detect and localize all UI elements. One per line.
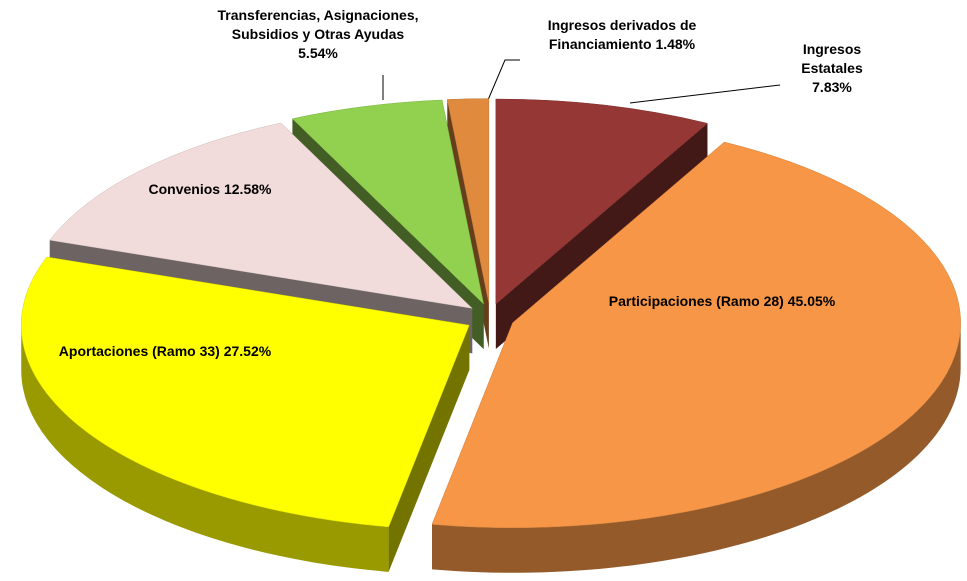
- leader-line: [629, 84, 781, 104]
- slice-name: Participaciones (Ramo 28): [608, 293, 784, 309]
- slice-label: Ingresos Estatales 7.83%: [785, 40, 880, 97]
- slice-label: Participaciones (Ramo 28) 45.05%: [587, 292, 857, 311]
- slice-value: 45.05%: [787, 293, 836, 309]
- slice-value: 1.48%: [655, 36, 696, 52]
- slice-value: 12.58%: [223, 181, 272, 197]
- slice: [21, 256, 470, 528]
- slice-label: Transferencias, Asignaciones, Subsidios …: [212, 6, 424, 63]
- slice-value: 27.52%: [223, 343, 272, 359]
- slice-wall: [432, 322, 961, 573]
- slice-name: Aportaciones (Ramo 33): [58, 343, 220, 359]
- slice: [446, 98, 490, 304]
- slice-name: Convenios: [148, 181, 221, 197]
- leader-lines: [382, 59, 781, 104]
- slice-label: Convenios 12.58%: [95, 180, 325, 199]
- slice-side: [388, 325, 470, 572]
- slice-name: Ingresos derivados de Financiamiento: [547, 17, 697, 52]
- slice: [495, 98, 708, 305]
- slice-name: Ingresos Estatales: [801, 41, 863, 76]
- slice: [49, 122, 473, 309]
- slice-wall: [21, 325, 389, 572]
- slice-label: Ingresos derivados de Financiamiento 1.4…: [527, 16, 717, 54]
- leader-line: [487, 59, 520, 101]
- slice-value: 5.54%: [298, 45, 338, 61]
- slice-name: Transferencias, Asignaciones, Subsidios …: [217, 7, 419, 42]
- slice-value: 7.83%: [812, 79, 852, 95]
- slice: [431, 141, 961, 528]
- slice: [291, 99, 485, 305]
- slice-label: Aportaciones (Ramo 33) 27.52%: [40, 342, 290, 361]
